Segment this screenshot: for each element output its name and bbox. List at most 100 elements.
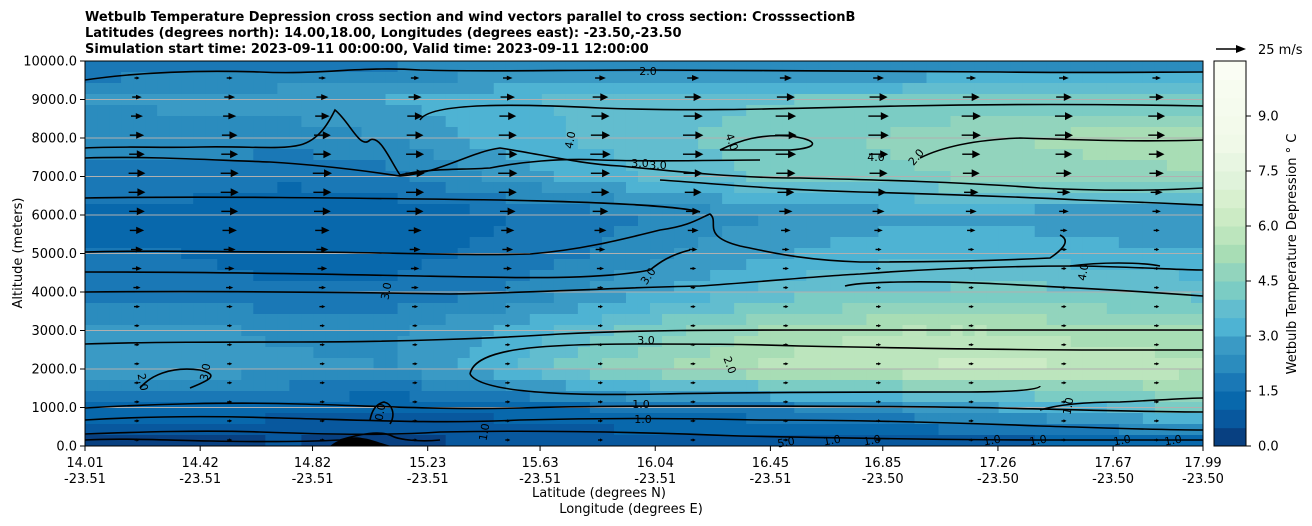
field-cell	[457, 281, 471, 293]
field-cell	[854, 336, 867, 348]
field-cell	[1106, 160, 1120, 172]
field-cell	[938, 380, 952, 392]
field-cell	[457, 226, 471, 238]
field-cell	[1070, 292, 1084, 304]
field-cell	[169, 116, 182, 128]
field-cell	[902, 61, 916, 73]
field-cell	[854, 369, 867, 381]
field-cell	[325, 292, 339, 304]
field-cell	[241, 226, 254, 238]
field-cell	[517, 182, 531, 194]
field-cell	[109, 270, 122, 282]
field-cell	[1142, 182, 1156, 194]
field-cell	[674, 292, 687, 304]
field-cell	[385, 292, 399, 304]
field-cell	[1094, 182, 1108, 194]
field-cell	[986, 281, 1000, 293]
field-cell	[662, 292, 675, 304]
field-cell	[469, 204, 483, 216]
field-cell	[746, 336, 759, 348]
contour-line	[85, 265, 1203, 295]
field-cell	[517, 347, 531, 359]
field-cell	[169, 83, 182, 95]
field-cell	[806, 182, 819, 194]
wind-arrow	[968, 305, 974, 309]
field-cell	[481, 193, 495, 205]
field-cell	[974, 116, 988, 128]
field-cell	[698, 314, 711, 326]
field-cell	[782, 127, 795, 139]
field-cell	[421, 336, 435, 348]
field-cell	[650, 160, 663, 172]
field-cell	[553, 380, 567, 392]
field-cell	[481, 72, 495, 84]
field-cell	[686, 182, 699, 194]
field-cell	[758, 435, 771, 446]
wind-arrow	[223, 246, 236, 253]
field-cell	[1010, 138, 1024, 150]
field-cell	[517, 83, 531, 95]
field-cell	[193, 391, 206, 403]
field-cell	[710, 83, 723, 95]
field-cell	[589, 193, 603, 205]
field-cell	[241, 237, 254, 249]
field-cell	[878, 314, 892, 326]
field-cell	[385, 391, 399, 403]
field-cell	[902, 424, 916, 436]
wind-arrow	[597, 286, 604, 290]
field-cell	[686, 259, 699, 271]
field-cell	[1178, 336, 1192, 348]
field-cell	[469, 237, 483, 249]
field-cell	[758, 138, 771, 150]
field-cell	[710, 435, 723, 446]
field-cell	[361, 303, 375, 315]
field-cell	[337, 303, 351, 315]
field-cell	[674, 303, 687, 315]
field-cell	[157, 149, 170, 161]
field-cell	[589, 226, 603, 238]
field-cell	[217, 61, 230, 73]
field-cell	[1166, 358, 1180, 370]
field-cell	[962, 270, 976, 282]
field-cell	[373, 259, 387, 271]
field-cell	[998, 61, 1012, 73]
wind-arrow	[315, 226, 330, 234]
field-cell	[253, 237, 266, 249]
field-cell	[674, 83, 687, 95]
field-cell	[674, 127, 687, 139]
field-cell	[806, 292, 819, 304]
field-cell	[277, 391, 290, 403]
field-cell	[193, 160, 206, 172]
field-cell	[986, 358, 1000, 370]
contour-line	[85, 213, 1066, 263]
field-cell	[505, 61, 519, 73]
field-cell	[613, 435, 627, 446]
field-cell	[890, 303, 904, 315]
wind-arrow	[783, 419, 789, 423]
field-cell	[577, 237, 591, 249]
field-cell	[1010, 347, 1024, 359]
field-cell	[878, 358, 892, 370]
field-cell	[806, 336, 819, 348]
field-cell	[686, 292, 699, 304]
field-cell	[650, 83, 663, 95]
field-cell	[457, 270, 471, 282]
field-cell	[289, 138, 302, 150]
field-cell	[1190, 270, 1203, 282]
field-cell	[902, 226, 916, 238]
field-cell	[866, 61, 880, 73]
field-cell	[1022, 116, 1036, 128]
field-cell	[1034, 292, 1048, 304]
wind-arrow	[132, 266, 142, 271]
field-cell	[1142, 358, 1156, 370]
field-cell	[1142, 336, 1156, 348]
field-cell	[938, 435, 952, 446]
field-cell	[97, 369, 110, 381]
field-cell	[277, 292, 290, 304]
field-cell	[157, 160, 170, 172]
field-cell	[145, 193, 158, 205]
field-cell	[1130, 160, 1144, 172]
field-cell	[770, 72, 783, 84]
wind-arrow	[1149, 169, 1164, 177]
field-cell	[1190, 127, 1203, 139]
